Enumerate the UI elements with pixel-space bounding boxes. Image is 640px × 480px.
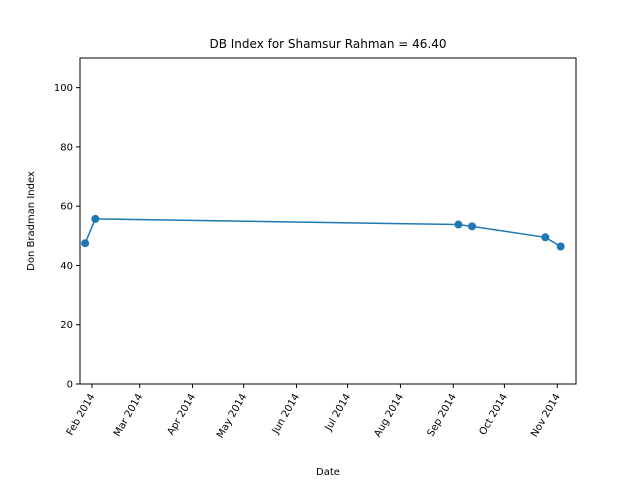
y-tick-label: 20 — [60, 320, 73, 331]
x-tick-label: Feb 2014 — [65, 392, 98, 438]
plot-frame — [79, 57, 577, 385]
chart-title: DB Index for Shamsur Rahman = 46.40 — [209, 37, 446, 51]
x-tick-label: Mar 2014 — [112, 392, 145, 439]
y-tick-label: 40 — [60, 261, 73, 272]
chart-marks — [81, 214, 565, 251]
x-axis-label: Date — [316, 467, 340, 478]
data-point — [91, 214, 100, 223]
y-tick-label: 0 — [67, 380, 73, 391]
x-tick-label: Jul 2014 — [323, 392, 353, 434]
data-point — [541, 233, 550, 242]
x-tick-label: Oct 2014 — [478, 392, 510, 437]
y-axis-label: Don Bradman Index — [26, 171, 37, 271]
data-point — [81, 239, 90, 248]
data-point — [454, 220, 463, 229]
x-tick-label: May 2014 — [215, 392, 249, 440]
x-tick-label: Nov 2014 — [529, 392, 563, 439]
x-tick-label: Sep 2014 — [426, 392, 459, 439]
y-tick-label: 60 — [60, 202, 73, 213]
y-tick-label: 80 — [60, 142, 73, 153]
x-tick-label: Apr 2014 — [166, 392, 198, 437]
data-point — [556, 242, 565, 251]
x-tick-label: Jun 2014 — [270, 392, 302, 437]
data-point — [468, 222, 477, 231]
x-tick-label: Aug 2014 — [372, 392, 406, 439]
y-tick-label: 100 — [54, 83, 73, 94]
plot-area — [80, 58, 576, 384]
